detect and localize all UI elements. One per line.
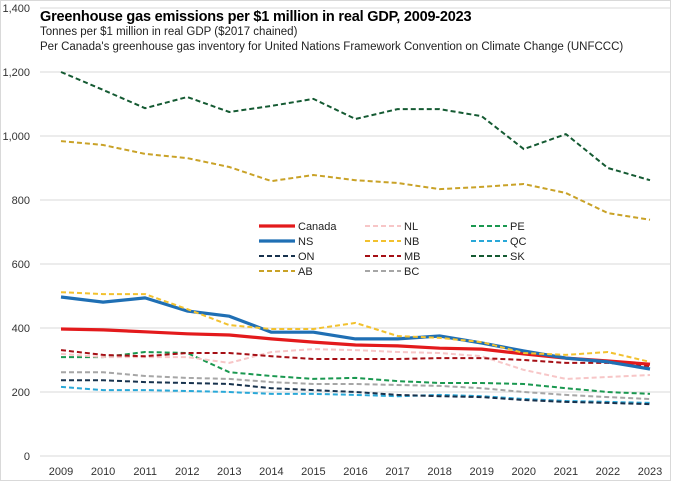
y-tick-label: 1,400 [2,3,30,15]
series-line-nl [60,348,651,380]
x-tick-label: 2010 [91,466,115,478]
legend-label: MB [404,251,421,263]
x-tick-label: 2021 [554,466,578,478]
y-tick-label: 400 [12,323,30,335]
legend-label: QC [510,236,527,248]
y-tick-label: 1,000 [2,131,30,143]
x-tick-label: 2019 [469,466,493,478]
series-line-nb [60,291,651,363]
legend-label: PE [510,221,525,233]
chart-title: Greenhouse gas emissions per $1 million … [40,9,472,25]
legend-label: NB [404,236,419,248]
x-tick-label: 2022 [596,466,620,478]
x-tick-label: 2016 [343,466,367,478]
x-tick-label: 2009 [49,466,73,478]
x-tick-label: 2020 [512,466,536,478]
x-tick-label: 2018 [427,466,451,478]
y-tick-label: 800 [12,195,30,207]
legend-item-on: ON [259,251,315,263]
x-tick-label: 2013 [217,466,241,478]
legend-item-canada: Canada [259,221,337,233]
legend-label: ON [298,251,315,263]
legend-item-ns: NS [259,236,313,248]
x-tick-label: 2023 [638,466,662,478]
y-tick-label: 0 [24,451,30,463]
series-lines [60,71,651,406]
y-tick-label: 200 [12,387,30,399]
legend-item-bc: BC [365,266,419,278]
series-line-ns [60,295,651,371]
legend-label: Canada [298,221,337,233]
y-tick-label: 1,200 [2,67,30,79]
legend-label: BC [404,266,419,278]
legend: Canada NL PE NS NB QC ON MB SK AB BC [259,221,527,278]
legend-item-qc: QC [471,236,527,248]
series-line-ab [60,140,651,221]
legend-label: SK [510,251,525,263]
x-axis: 2009 2010 2011 2012 2013 2014 2015 2016 2017 2018… [49,466,662,478]
y-axis: 0 200 400 600 800 1,000 1,200 1,400 [2,3,30,463]
legend-item-nb: NB [365,236,419,248]
chart-source-note: Per Canada's greenhouse gas inventory fo… [40,41,624,53]
series-line-qc [60,385,651,404]
legend-label: AB [298,266,313,278]
y-tick-label: 600 [12,259,30,271]
x-tick-label: 2014 [259,466,283,478]
x-tick-label: 2011 [133,466,157,478]
legend-item-pe: PE [471,221,525,233]
series-line-pe [61,351,651,395]
series-line-bc [61,371,651,400]
legend-item-nl: NL [365,221,418,233]
x-tick-label: 2012 [175,466,199,478]
legend-label: NL [404,221,418,233]
legend-item-ab: AB [259,266,313,278]
legend-item-sk: SK [471,251,525,263]
x-tick-label: 2015 [301,466,325,478]
series-line-on [61,379,651,406]
legend-item-mb: MB [365,251,421,263]
series-line-sk [60,71,651,182]
series-line-mb [60,349,651,368]
chart-subtitle: Tonnes per $1 million in real GDP ($2017… [40,26,298,38]
x-tick-label: 2017 [385,466,409,478]
gridlines [40,7,671,457]
legend-label: NS [298,236,313,248]
